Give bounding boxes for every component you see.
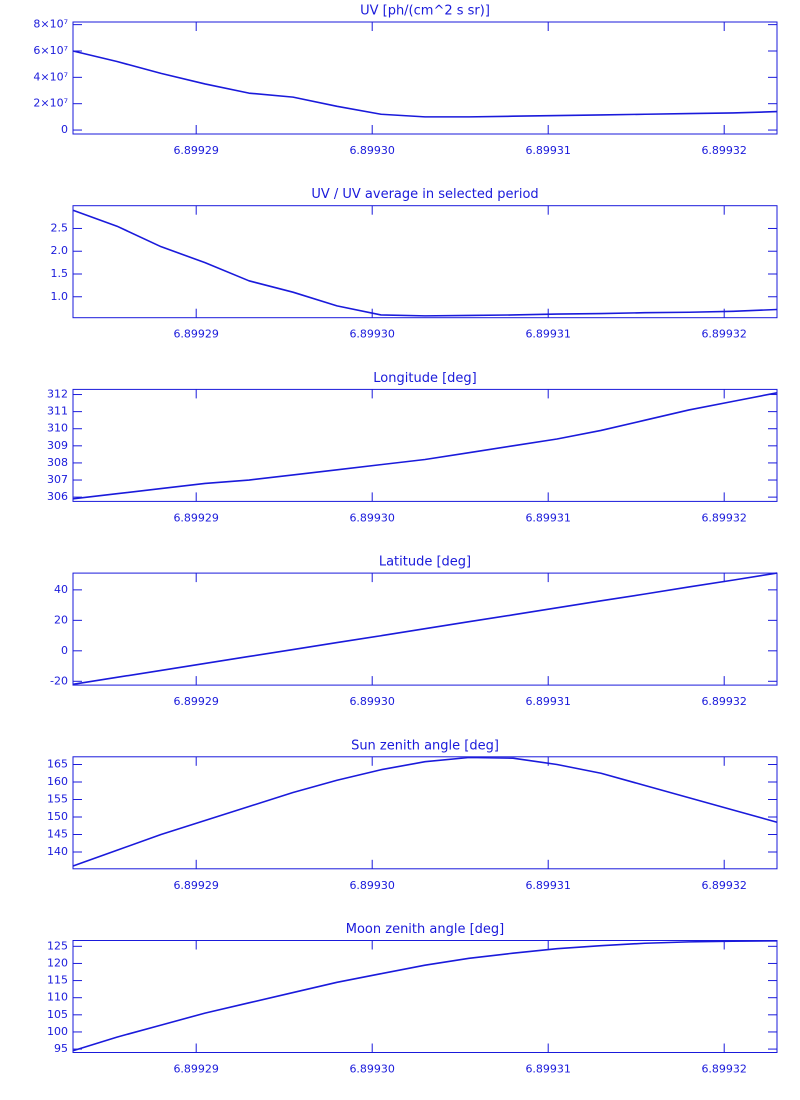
y-tick-label: 115 (47, 974, 68, 987)
x-tick-label: 6.89931 (525, 511, 571, 524)
x-tick-label: 6.89929 (173, 328, 219, 341)
x-tick-label: 6.89932 (701, 695, 747, 708)
y-tick-label: 105 (47, 1008, 68, 1021)
x-tick-label: 6.89932 (701, 328, 747, 341)
y-tick-label: -20 (50, 674, 68, 687)
chart-title: Latitude [deg] (379, 555, 471, 570)
y-tick-label: 160 (47, 775, 68, 788)
x-tick-label: 6.89931 (525, 1063, 571, 1076)
y-tick-label: 150 (47, 810, 68, 823)
y-tick-label: 1.0 (51, 290, 69, 303)
y-tick-label: 1.5 (51, 267, 69, 280)
x-tick-label: 6.89932 (701, 1063, 747, 1076)
chart-title: Moon zenith angle [deg] (346, 922, 504, 937)
y-tick-label: 125 (47, 939, 68, 952)
x-tick-label: 6.89931 (525, 879, 571, 892)
x-tick-label: 6.89929 (173, 1063, 219, 1076)
chart-title: Sun zenith angle [deg] (351, 738, 499, 753)
y-tick-label: 310 (47, 422, 68, 435)
y-tick-label: 308 (47, 456, 68, 469)
plot-frame (72, 940, 778, 1053)
data-line (72, 940, 778, 1052)
chart-title: Longitude [deg] (373, 371, 476, 386)
x-tick-label: 6.89930 (349, 695, 395, 708)
x-tick-label: 6.89929 (173, 695, 219, 708)
plot-frame (72, 388, 778, 502)
x-tick-label: 6.89929 (173, 144, 219, 157)
y-tick-label: 110 (47, 991, 68, 1004)
y-tick-label: 120 (47, 956, 68, 969)
plot-frame (72, 21, 778, 135)
chart-title: UV [ph/(cm^2 s sr)] (360, 4, 490, 19)
data-line (72, 50, 778, 118)
data-line (72, 209, 778, 317)
y-tick-label: 2.5 (51, 221, 69, 234)
y-tick-label: 40 (54, 583, 68, 596)
y-tick-label: 4×10⁷ (33, 70, 68, 83)
x-tick-label: 6.89931 (525, 144, 571, 157)
y-tick-label: 6×10⁷ (33, 44, 68, 57)
y-tick-label: 307 (47, 473, 68, 486)
plot-frame (72, 756, 778, 870)
x-tick-label: 6.89930 (349, 511, 395, 524)
y-tick-label: 100 (47, 1025, 68, 1038)
y-tick-label: 309 (47, 439, 68, 452)
y-tick-label: 306 (47, 490, 68, 503)
y-tick-label: 95 (54, 1042, 68, 1055)
data-line (72, 756, 778, 867)
x-tick-label: 6.89930 (349, 879, 395, 892)
x-tick-label: 6.89930 (349, 1063, 395, 1076)
plot-frame (72, 205, 778, 319)
y-tick-label: 2.0 (51, 244, 69, 257)
y-tick-label: 312 (47, 388, 68, 401)
x-tick-label: 6.89929 (173, 879, 219, 892)
y-tick-label: 155 (47, 793, 68, 806)
y-tick-label: 311 (47, 405, 68, 418)
data-line (72, 572, 778, 686)
plot-frame (72, 572, 778, 686)
y-tick-label: 2×10⁷ (33, 97, 68, 110)
y-tick-label: 140 (47, 845, 68, 858)
x-tick-label: 6.89932 (701, 879, 747, 892)
chart-title: UV / UV average in selected period (311, 187, 538, 202)
x-tick-label: 6.89932 (701, 511, 747, 524)
data-line (72, 392, 778, 500)
x-tick-label: 6.89929 (173, 511, 219, 524)
y-tick-label: 145 (47, 828, 68, 841)
y-tick-label: 0 (61, 644, 68, 657)
y-tick-label: 20 (54, 613, 68, 626)
x-tick-label: 6.89930 (349, 144, 395, 157)
x-tick-label: 6.89931 (525, 328, 571, 341)
y-tick-label: 165 (47, 758, 68, 771)
x-tick-label: 6.89930 (349, 328, 395, 341)
x-tick-label: 6.89931 (525, 695, 571, 708)
x-tick-label: 6.89932 (701, 144, 747, 157)
y-tick-label: 0 (61, 123, 68, 136)
y-tick-label: 8×10⁷ (33, 18, 68, 31)
